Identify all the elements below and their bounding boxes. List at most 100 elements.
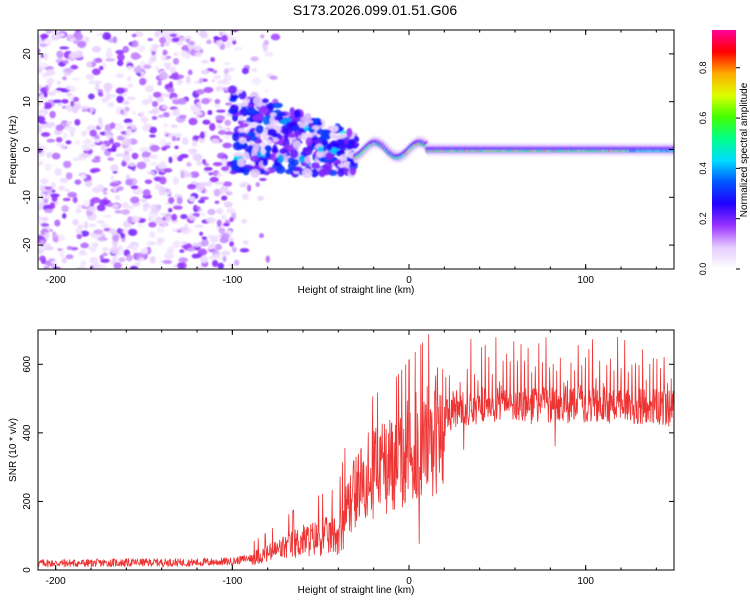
spectrogram-blob <box>94 57 103 63</box>
spectrogram-blob <box>55 142 64 147</box>
spectrogram-blob <box>40 63 49 68</box>
spectrogram-blob <box>99 93 104 97</box>
spectrogram-blob <box>260 168 266 175</box>
spectrogram-blob <box>144 179 153 185</box>
spectrogram-blob <box>167 207 173 213</box>
spectrogram-blob <box>188 117 198 126</box>
spectrogram-blob <box>279 148 288 155</box>
spectrogram-blob <box>168 81 174 89</box>
spectrogram-blob <box>177 262 184 269</box>
snr-x-tick-label: 100 <box>577 576 594 587</box>
spectrogram-blob <box>213 36 219 40</box>
spectrogram-blob <box>150 55 157 62</box>
spectrogram-blob <box>262 157 268 167</box>
spectrogram-blob <box>310 169 319 178</box>
spectrogram-blob <box>212 69 218 74</box>
spectrogram-blob <box>247 184 252 192</box>
snr-y-tick-label: 400 <box>22 424 33 441</box>
spectrogram-blob <box>245 108 252 116</box>
spectrogram-blob <box>238 115 245 122</box>
spectrogram-blob <box>61 205 69 213</box>
spectrogram-blob <box>106 94 117 98</box>
spectrogram-blob <box>153 91 162 98</box>
spectrogram-blob <box>194 206 201 210</box>
spectrogram-blob <box>49 110 56 119</box>
spectrogram-blob <box>219 237 229 244</box>
spectrogram-blob <box>141 99 151 105</box>
spectrogram-blob <box>246 132 256 137</box>
spectrogram-blob <box>49 193 60 198</box>
spectrogram-blob <box>230 164 241 172</box>
spectrogram-blob-layer <box>38 30 674 269</box>
spectrogram-blob <box>208 172 213 176</box>
spectrogram-blob <box>65 140 72 145</box>
spectrogram-blob <box>252 143 260 153</box>
spectrogram-blob <box>233 46 243 51</box>
spectrogram-blob <box>39 184 45 192</box>
spectrogram-blob <box>151 43 160 49</box>
spectrogram-y-tick-label: 10 <box>22 96 33 108</box>
spectrogram-blob <box>241 193 250 201</box>
spectrogram-blob <box>43 266 50 269</box>
spectrogram-blob <box>102 252 108 257</box>
spectrogram-marks <box>38 30 674 269</box>
spectrogram-blob <box>177 155 183 162</box>
spectrogram-blob <box>69 51 79 59</box>
spectrogram-blob <box>148 231 156 239</box>
spectrogram-blob <box>66 85 71 91</box>
spectrogram-blob <box>40 178 49 185</box>
spectrogram-blob <box>78 252 88 256</box>
spectrogram-blob <box>96 204 106 212</box>
spectrogram-blob <box>115 87 125 95</box>
spectrogram-blob <box>98 264 106 269</box>
spectrogram-blob <box>222 255 227 262</box>
spectrogram-blob <box>83 199 91 208</box>
colorbar-tick-label: 0.6 <box>698 112 708 125</box>
spectrogram-blob <box>199 131 205 139</box>
spectrogram-y-label: Frequency (Hz) <box>8 116 19 185</box>
spectrogram-blob <box>38 203 44 211</box>
spectrogram-blob <box>267 128 277 137</box>
spectrogram-blob <box>255 124 264 134</box>
spectrogram-blob <box>142 124 151 132</box>
spectrogram-blob <box>77 224 84 230</box>
spectrogram-blob <box>192 212 200 217</box>
spectrogram-blob <box>62 59 69 65</box>
snr-series-line <box>38 334 674 568</box>
spectrogram-blob <box>155 217 164 225</box>
spectrogram-blob <box>169 33 177 37</box>
spectrogram-blob <box>43 38 53 42</box>
colorbar-tick-label: 0.2 <box>698 212 708 225</box>
spectrogram-blob <box>75 208 82 214</box>
spectrogram-blob <box>182 137 189 146</box>
spectrogram-blob <box>50 122 56 127</box>
spectrogram-blob <box>234 259 240 266</box>
spectrogram-blob <box>225 40 232 49</box>
spectrogram-blob <box>152 101 158 107</box>
spectrogram-blob <box>162 111 170 118</box>
spectrogram-blob <box>225 102 233 106</box>
spectrogram-blob <box>230 92 238 101</box>
spectrogram-blob <box>221 78 228 85</box>
spectrogram-blob <box>130 196 140 204</box>
spectrogram-blob <box>72 96 80 102</box>
spectrogram-blob <box>55 129 60 136</box>
spectrogram-blob <box>305 137 313 147</box>
spectrogram-blob <box>224 119 232 126</box>
spectrogram-blob <box>116 95 124 104</box>
spectrogram-blob <box>172 240 181 248</box>
spectrogram-blob <box>149 154 159 160</box>
spectrogram-blob <box>168 196 175 204</box>
spectrogram-blob <box>241 151 250 161</box>
spectrogram-blob <box>188 196 196 203</box>
spectrogram-blob <box>121 161 127 167</box>
spectrogram-blob <box>118 245 123 250</box>
spectrogram-blob <box>156 225 165 234</box>
snr-plot-area <box>38 330 674 570</box>
spectrogram-blob <box>203 86 214 93</box>
spectrogram-blob <box>174 145 179 150</box>
spectrogram-blob <box>213 75 221 80</box>
spectrogram-blob <box>222 181 233 187</box>
spectrogram-blob <box>229 240 234 247</box>
spectrogram-blob <box>171 37 180 43</box>
